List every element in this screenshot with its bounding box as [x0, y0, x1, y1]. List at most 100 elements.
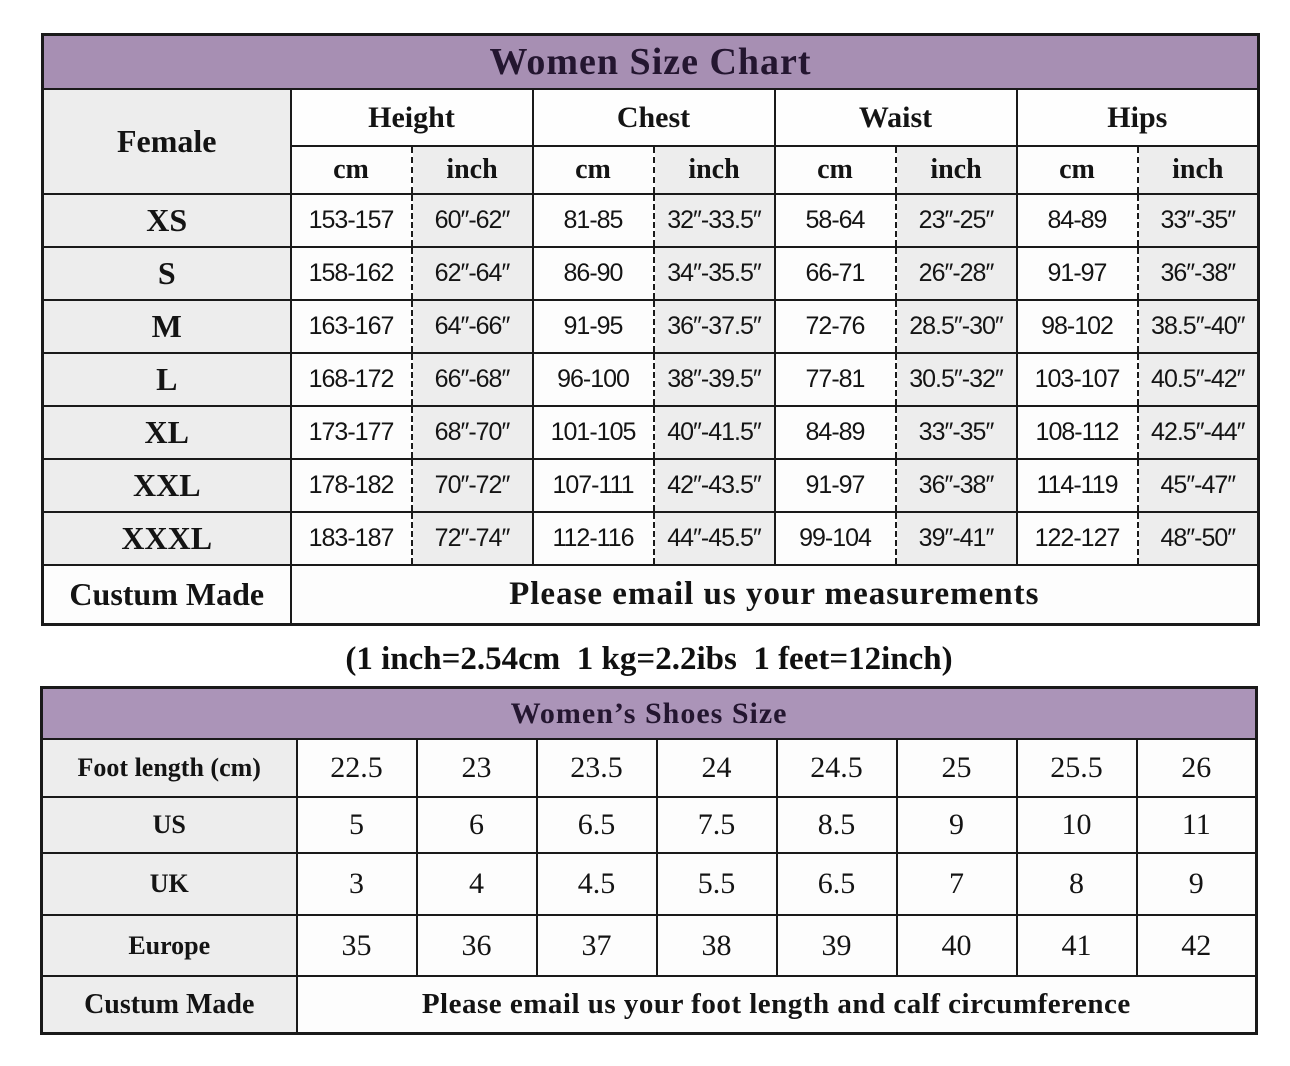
cell-value: 84-89 [1015, 193, 1138, 247]
cell-value: 101-105 [531, 405, 654, 459]
size-label: S [42, 246, 291, 300]
cell-value: 32″-33.5″ [652, 193, 775, 247]
conversion-note: (1 inch=2.54cm 1 kg=2.2ibs 1 feet=12inch… [345, 641, 953, 677]
size-row-xxl: XXL 178-182 70″-72″ 107-111 42″-43.5″ 91… [42, 458, 1259, 512]
cell-value: 58-64 [773, 193, 896, 247]
female-header: Female [42, 88, 291, 194]
cell-value: 40 [895, 914, 1017, 976]
cell-value: 183-187 [289, 511, 412, 565]
cell-value: 26 [1135, 738, 1257, 797]
cell-value: 34″-35.5″ [652, 246, 775, 300]
cell-value: 24 [655, 738, 777, 797]
size-label: XXL [42, 458, 291, 512]
size-row-xs: XS 153-157 60″-62″ 81-85 32″-33.5″ 58-64… [42, 193, 1259, 247]
cell-value: 24.5 [775, 738, 897, 797]
uk-size-row: UK 3 4 4.5 5.5 6.5 7 8 9 [41, 852, 1257, 915]
cell-value: 81-85 [531, 193, 654, 247]
cell-value: 91-97 [773, 458, 896, 512]
cell-value: 72-76 [773, 299, 896, 353]
women-size-chart-title: Women Size Chart [42, 33, 1259, 89]
cell-value: 42″-43.5″ [652, 458, 775, 512]
cell-value: 112-116 [531, 511, 654, 565]
women-size-chart-table: Women Size Chart Female Height Chest Wai… [41, 33, 1261, 626]
custom-made-row: Custum Made Please email us your measure… [42, 564, 1259, 625]
cell-value: 4.5 [535, 852, 657, 915]
cell-value: 9 [1135, 852, 1257, 915]
cell-value: 33″-35″ [1136, 193, 1259, 247]
row-label: UK [41, 852, 297, 915]
cell-value: 48″-50″ [1136, 511, 1259, 565]
cell-value: 66″-68″ [410, 352, 533, 406]
row-label: Europe [41, 914, 297, 976]
cell-value: 41 [1015, 914, 1137, 976]
size-row-xl: XL 173-177 68″-70″ 101-105 40″-41.5″ 84-… [42, 405, 1259, 459]
group-header-row: Female Height Chest Waist Hips [42, 88, 1259, 194]
cell-value: 108-112 [1015, 405, 1138, 459]
cell-value: 84-89 [773, 405, 896, 459]
hips-inch-header: inch [1136, 145, 1259, 194]
cell-value: 70″-72″ [410, 458, 533, 512]
unit-header-row: cm inch cm inch cm inch cm inch [43, 145, 1259, 194]
cell-value: 6.5 [775, 852, 897, 915]
cell-value: 4 [415, 852, 537, 915]
cell-value: 44″-45.5″ [652, 511, 775, 565]
size-row-s: S 158-162 62″-64″ 86-90 34″-35.5″ 66-71 … [42, 246, 1259, 300]
cell-value: 11 [1135, 796, 1257, 853]
foot-length-row: Foot length (cm) 22.5 23 23.5 24 24.5 25… [41, 738, 1257, 797]
cell-value: 39″-41″ [894, 511, 1017, 565]
size-label: XL [42, 405, 291, 459]
cell-value: 60″-62″ [410, 193, 533, 247]
chest-inch-header: inch [652, 145, 775, 194]
height-cm-header: cm [289, 145, 412, 194]
cell-value: 42 [1135, 914, 1257, 976]
cell-value: 40″-41.5″ [652, 405, 775, 459]
europe-size-row: Europe 35 36 37 38 39 40 41 42 [41, 914, 1257, 976]
cell-value: 9 [895, 796, 1017, 853]
cell-value: 107-111 [531, 458, 654, 512]
cell-value: 23″-25″ [894, 193, 1017, 247]
waist-cm-header: cm [773, 145, 896, 194]
cell-value: 25.5 [1015, 738, 1137, 797]
row-label: Foot length (cm) [41, 738, 297, 797]
women-shoes-size-table: Women’s Shoes Size Foot length (cm) 22.5… [40, 686, 1259, 1035]
cell-value: 33″-35″ [894, 405, 1017, 459]
cell-value: 5.5 [655, 852, 777, 915]
custom-made-message: Please email us your measurements [289, 564, 1259, 625]
waist-inch-header: inch [894, 145, 1017, 194]
cell-value: 122-127 [1015, 511, 1138, 565]
cell-value: 103-107 [1015, 352, 1138, 406]
size-label: XXXL [42, 511, 291, 565]
cell-value: 86-90 [531, 246, 654, 300]
custom-made-label: Custum Made [42, 564, 291, 625]
cell-value: 114-119 [1015, 458, 1138, 512]
cell-value: 6.5 [535, 796, 657, 853]
cell-value: 153-157 [289, 193, 412, 247]
cell-value: 22.5 [295, 738, 417, 797]
table-title-row: Women’s Shoes Size [41, 686, 1257, 739]
us-size-row: US 5 6 6.5 7.5 8.5 9 10 11 [41, 796, 1257, 853]
cell-value: 91-97 [1015, 246, 1138, 300]
row-label: US [41, 796, 297, 853]
cell-value: 38″-39.5″ [652, 352, 775, 406]
cell-value: 98-102 [1015, 299, 1138, 353]
cell-value: 40.5″-42″ [1136, 352, 1259, 406]
chest-header: Chest [531, 88, 775, 146]
cell-value: 28.5″-30″ [894, 299, 1017, 353]
cell-value: 7.5 [655, 796, 777, 853]
cell-value: 6 [415, 796, 537, 853]
size-row-l: L 168-172 66″-68″ 96-100 38″-39.5″ 77-81… [42, 352, 1259, 406]
cell-value: 42.5″-44″ [1136, 405, 1259, 459]
waist-header: Waist [773, 88, 1017, 146]
cell-value: 38 [655, 914, 777, 976]
cell-value: 168-172 [289, 352, 412, 406]
cell-value: 38.5″-40″ [1136, 299, 1259, 353]
cell-value: 178-182 [289, 458, 412, 512]
hips-header: Hips [1015, 88, 1259, 146]
cell-value: 5 [295, 796, 417, 853]
cell-value: 36″-37.5″ [652, 299, 775, 353]
cell-value: 36″-38″ [894, 458, 1017, 512]
custom-made-label: Custum Made [41, 975, 297, 1034]
cell-value: 64″-66″ [410, 299, 533, 353]
cell-value: 8.5 [775, 796, 897, 853]
cell-value: 25 [895, 738, 1017, 797]
